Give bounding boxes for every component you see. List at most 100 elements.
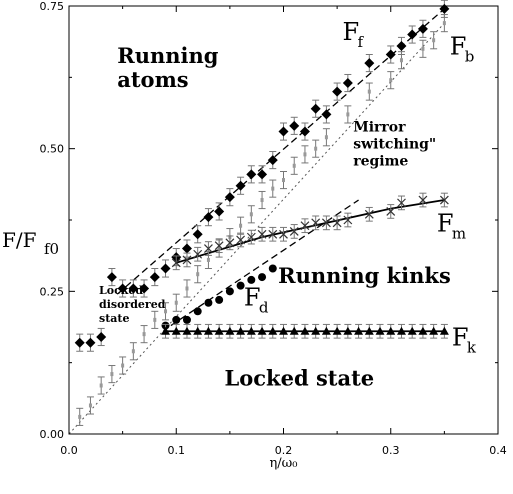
marker-bar	[314, 146, 318, 151]
point-F_b	[440, 14, 448, 33]
point-F_b	[430, 31, 438, 50]
marker-diamond	[364, 58, 375, 69]
point-F_b	[237, 216, 245, 235]
point-F_b	[312, 139, 320, 158]
marker-diamond	[385, 49, 396, 60]
marker-diamond	[139, 283, 150, 294]
marker-triangle	[311, 326, 321, 335]
x-tick-label: 0.2	[275, 444, 293, 457]
point-F_d	[193, 307, 202, 316]
marker-diamond	[149, 272, 160, 283]
point-F_f	[128, 279, 139, 298]
marker-triangle	[182, 326, 192, 335]
point-F_k	[354, 323, 364, 339]
curve-label-subscript: d	[259, 299, 269, 317]
point-F_k	[161, 323, 171, 339]
point-F_f	[364, 54, 375, 73]
marker-diamond	[246, 169, 257, 180]
point-F_k	[321, 323, 331, 339]
point-F_f	[203, 208, 214, 227]
marker-bar	[164, 309, 168, 314]
point-F_b	[290, 156, 298, 175]
marker-triangle	[246, 326, 256, 335]
marker-bar	[131, 349, 135, 354]
marker-bar	[78, 414, 82, 419]
marker-diamond	[278, 126, 289, 137]
point-F_f	[321, 105, 332, 124]
x-tick-label: 0.0	[60, 444, 78, 457]
marker-cross	[343, 215, 353, 225]
point-F_k	[396, 323, 406, 339]
y-tick-label: 0.25	[40, 285, 65, 298]
point-F_f	[299, 122, 310, 141]
y-tick-label: 0.75	[40, 0, 65, 13]
marker-circle	[247, 275, 256, 284]
x-axis-label: η/ω₀	[270, 456, 298, 471]
point-F_f	[267, 151, 278, 170]
point-F_b	[258, 190, 266, 210]
point-F_b	[86, 396, 94, 415]
x-tick-label: 0.4	[489, 444, 507, 457]
point-F_d	[247, 275, 256, 284]
x-tick-label: 0.3	[382, 444, 400, 457]
point-F_f	[224, 188, 235, 207]
marker-circle	[172, 315, 181, 324]
point-F_f	[139, 279, 150, 298]
marker-circle	[182, 315, 191, 324]
point-F_k	[203, 323, 213, 339]
region-label: atoms	[117, 67, 188, 92]
marker-bar	[442, 21, 446, 26]
region-label: state	[99, 312, 129, 325]
marker-diamond	[85, 337, 96, 348]
marker-triangle	[203, 326, 213, 335]
fit-line-F_f_fit	[116, 8, 445, 295]
marker-bar	[196, 272, 200, 277]
point-F_b	[344, 105, 352, 124]
point-F_b	[108, 365, 116, 384]
marker-diamond	[181, 243, 192, 254]
marker-triangle	[332, 326, 342, 335]
point-F_m	[246, 229, 256, 245]
marker-triangle	[396, 326, 406, 335]
point-F_b	[397, 51, 405, 70]
marker-bar	[110, 372, 114, 377]
marker-triangle	[321, 326, 331, 335]
y-axis-label: F/F	[2, 228, 37, 252]
point-F_m	[268, 226, 278, 242]
point-F_d	[268, 264, 277, 273]
point-F_d	[258, 273, 267, 282]
marker-cross	[397, 198, 406, 208]
data-marks	[74, 0, 450, 426]
marker-circle	[204, 298, 213, 307]
point-F_m	[171, 255, 181, 271]
marker-diamond	[396, 40, 407, 51]
marker-cross	[321, 218, 331, 228]
marker-diamond	[310, 103, 321, 114]
point-F_k	[246, 323, 256, 339]
point-F_d	[215, 295, 224, 304]
point-F_k	[343, 323, 353, 339]
point-F_m	[418, 192, 428, 208]
region-label: switching"	[353, 137, 436, 153]
marker-circle	[225, 287, 234, 296]
marker-bar	[292, 163, 296, 168]
marker-diamond	[160, 263, 171, 274]
marker-diamond	[235, 180, 246, 191]
marker-bar	[346, 112, 350, 117]
point-F_f	[235, 176, 246, 195]
point-F_m	[236, 232, 246, 248]
marker-triangle	[375, 326, 385, 335]
point-F_f	[310, 99, 321, 118]
marker-cross	[214, 241, 224, 251]
point-F_m	[311, 215, 321, 231]
point-F_k	[386, 323, 396, 339]
marker-cross	[182, 255, 192, 265]
point-F_k	[439, 323, 449, 339]
marker-diamond	[267, 155, 278, 166]
curve-label-subscript: m	[452, 224, 466, 242]
curve-label-subscript: f	[357, 33, 364, 51]
marker-cross	[364, 209, 374, 219]
point-F_b	[194, 265, 202, 284]
marker-triangle	[171, 326, 181, 335]
marker-cross	[268, 229, 278, 239]
